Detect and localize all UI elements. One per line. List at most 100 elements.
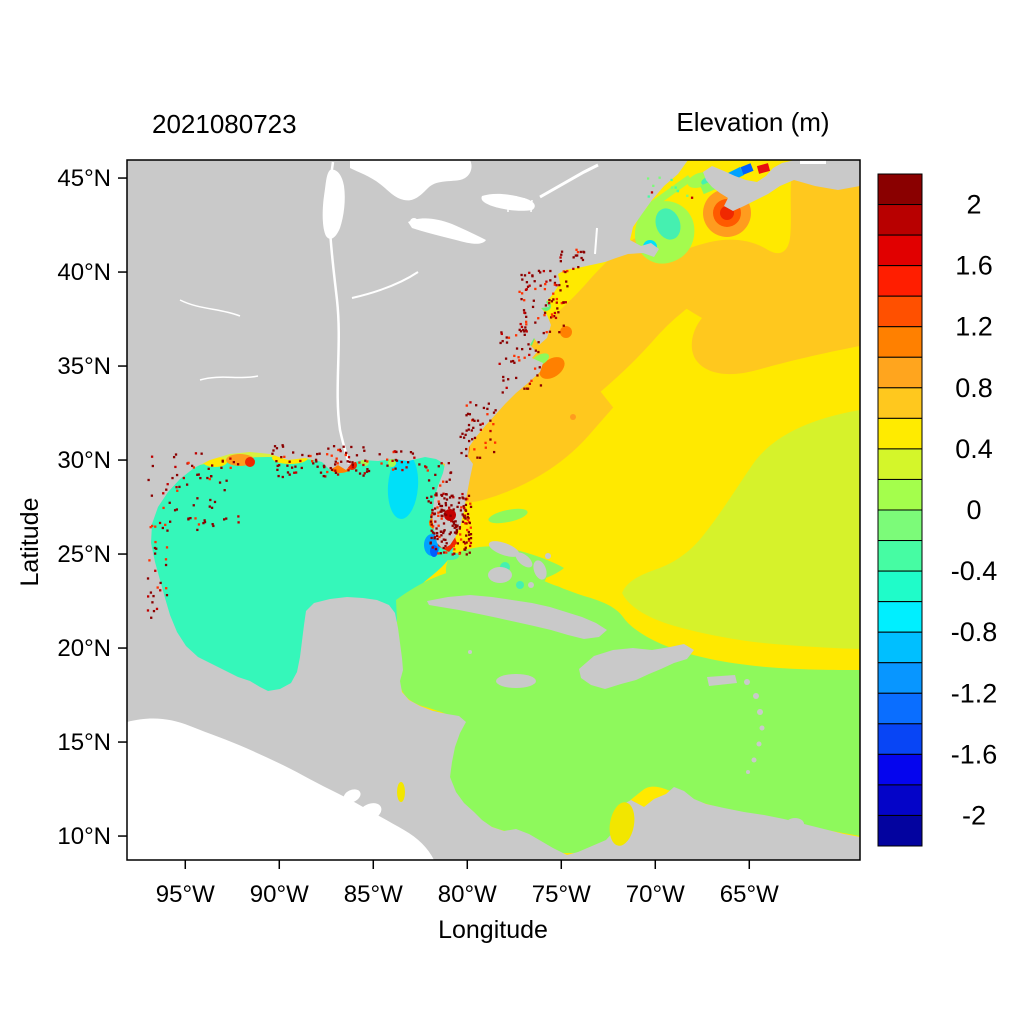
speckle-dot bbox=[237, 521, 240, 524]
speckle-dot bbox=[444, 504, 448, 507]
x-tick-label: 75°W bbox=[532, 881, 591, 908]
speckle-dot bbox=[154, 540, 157, 544]
speckle-dot bbox=[164, 563, 168, 567]
speckle-dot bbox=[646, 177, 650, 180]
speckle-dot bbox=[676, 190, 679, 193]
speckle-dot bbox=[519, 330, 523, 333]
speckle-dot bbox=[174, 465, 177, 469]
speckle-dot bbox=[288, 473, 291, 476]
speckle-dot bbox=[430, 529, 433, 532]
speckle-dot bbox=[440, 494, 444, 497]
speckle-dot bbox=[200, 452, 203, 455]
speckle-dot bbox=[487, 402, 490, 405]
x-tick-label: 80°W bbox=[438, 881, 497, 908]
speckle-dot bbox=[203, 519, 206, 522]
speckle-dot bbox=[527, 343, 530, 346]
speckle-dot bbox=[438, 502, 441, 506]
speckle-dot bbox=[461, 513, 464, 516]
speckle-dot bbox=[559, 260, 562, 263]
speckle-dot bbox=[149, 525, 152, 529]
speckle-dot bbox=[517, 356, 520, 359]
speckle-dot bbox=[189, 516, 192, 520]
speckle-dot bbox=[533, 367, 537, 370]
speckle-dot bbox=[211, 464, 214, 467]
speckle-dot bbox=[429, 541, 432, 544]
speckle-dot bbox=[156, 586, 159, 589]
speckle-dot bbox=[543, 287, 547, 291]
speckle-dot bbox=[316, 465, 319, 468]
speckle-dot bbox=[210, 506, 214, 509]
apalachicola-green-dot bbox=[388, 459, 396, 467]
speckle-dot bbox=[165, 593, 169, 597]
speckle-dot bbox=[290, 466, 294, 469]
speckle-dot bbox=[464, 503, 468, 507]
speckle-dot bbox=[545, 331, 548, 334]
speckle-dot bbox=[345, 451, 348, 455]
speckle-dot bbox=[362, 463, 365, 467]
speckle-dot bbox=[339, 449, 342, 453]
speckle-dot bbox=[498, 362, 501, 365]
speckle-dot bbox=[418, 463, 421, 466]
bahamas-green4 bbox=[488, 508, 528, 524]
speckle-dot bbox=[525, 387, 529, 390]
colorbar-tick-label: 0 bbox=[966, 495, 981, 525]
speckle-dot bbox=[515, 376, 518, 380]
speckle-dot bbox=[459, 538, 463, 541]
speckle-dot bbox=[548, 298, 551, 302]
speckle-dot bbox=[549, 316, 553, 319]
colorbar-cell bbox=[877, 601, 923, 633]
speckle-dot bbox=[456, 505, 459, 509]
speckle-dot bbox=[468, 551, 471, 554]
speckle-dot bbox=[413, 456, 416, 459]
speckle-dot bbox=[670, 186, 674, 189]
speckle-dot bbox=[334, 460, 337, 463]
date-title: 2021080723 bbox=[152, 109, 297, 139]
speckle-dot bbox=[211, 523, 214, 526]
speckle-dot bbox=[464, 546, 467, 549]
speckle-dot bbox=[525, 315, 528, 318]
speckle-dot bbox=[534, 287, 537, 291]
hatteras-orange-bulge bbox=[516, 352, 604, 428]
speckle-dot bbox=[391, 459, 394, 463]
speckle-dot bbox=[194, 452, 198, 455]
speckle-dot bbox=[464, 433, 467, 436]
speckle-dot bbox=[150, 494, 154, 497]
speckle-dot bbox=[272, 449, 275, 452]
speckle-dot bbox=[580, 256, 583, 260]
speckle-dot bbox=[492, 422, 495, 426]
speckle-dot bbox=[440, 508, 443, 511]
speckle-dot bbox=[185, 483, 189, 486]
speckle-dot bbox=[478, 456, 482, 459]
speckle-dot bbox=[467, 494, 471, 498]
speckle-dot bbox=[225, 479, 228, 482]
speckle-dot bbox=[326, 453, 329, 456]
speckle-dot bbox=[456, 542, 460, 545]
speckle-dot bbox=[523, 311, 526, 314]
speckle-dot bbox=[462, 514, 465, 517]
colorbar-cell bbox=[877, 509, 923, 542]
speckle-dot bbox=[523, 299, 526, 302]
speckle-dot bbox=[455, 528, 458, 531]
speckle-dot bbox=[510, 360, 513, 363]
speckle-dot bbox=[559, 256, 562, 259]
speckle-dot bbox=[288, 460, 291, 463]
speckle-dot bbox=[473, 448, 476, 451]
speckle-dot bbox=[158, 521, 162, 525]
speckle-dot bbox=[466, 518, 470, 522]
speckle-dot bbox=[492, 411, 496, 414]
lake-maracaibo-yellow bbox=[609, 802, 635, 846]
speckle-dot bbox=[436, 537, 439, 541]
speckle-dot bbox=[482, 406, 486, 410]
speckle-dot bbox=[456, 524, 459, 527]
speckle-dot bbox=[465, 522, 468, 525]
speckle-dot bbox=[314, 458, 318, 461]
speckle-dot bbox=[365, 470, 369, 473]
speckle-dot bbox=[434, 547, 438, 551]
speckle-dot bbox=[442, 538, 445, 541]
speckle-dot bbox=[505, 386, 508, 390]
speckle-dot bbox=[165, 488, 168, 491]
speckle-dot bbox=[468, 521, 471, 525]
speckle-dot bbox=[366, 460, 369, 463]
speckle-dot bbox=[465, 414, 468, 417]
north-america-land bbox=[127, 160, 860, 860]
